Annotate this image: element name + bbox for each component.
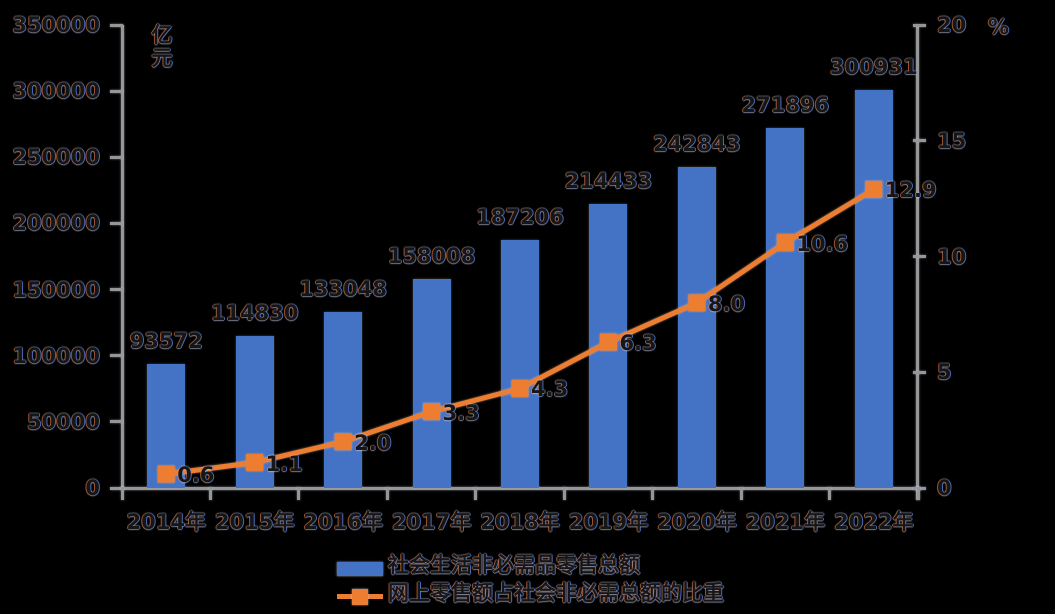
right-axis-tick-label: 5 (937, 360, 952, 385)
bar-value-label: 133048 (299, 276, 387, 301)
left-axis-tick (110, 486, 123, 490)
line-marker (865, 180, 883, 198)
line-marker (423, 403, 441, 421)
x-axis-tick (651, 487, 655, 500)
line-marker-swatch-icon (352, 589, 368, 605)
bar (766, 128, 805, 488)
line-marker (599, 333, 617, 351)
bar (412, 278, 451, 488)
right-axis-tick (913, 486, 926, 490)
line-value-label: 3.3 (442, 400, 480, 425)
line-value-label: 8.0 (707, 291, 746, 316)
x-axis-tick (562, 487, 566, 500)
line-marker (511, 379, 529, 397)
line-value-label: 10.6 (796, 231, 849, 256)
right-axis-tick (913, 139, 926, 143)
left-axis-tick-label: 0 (85, 476, 100, 500)
bar (854, 89, 893, 488)
x-axis-tick (739, 487, 743, 500)
right-axis-tick-label: 15 (937, 128, 967, 153)
right-axis-title: % (988, 15, 1010, 39)
x-axis-tick (916, 487, 920, 500)
line-marker (776, 234, 794, 252)
bar-value-label: 158008 (387, 243, 476, 268)
line-value-label: 1.1 (265, 451, 303, 476)
x-axis-tick-label: 2015年 (214, 510, 295, 534)
right-axis-tick (913, 23, 926, 27)
right-axis-tick-label: 20 (937, 13, 967, 37)
line-value-label: 0.6 (177, 463, 215, 488)
line-value-label: 4.3 (531, 377, 569, 402)
x-axis-tick-label: 2014年 (126, 510, 206, 534)
left-axis-tick-label: 100000 (12, 343, 100, 368)
line-marker (246, 454, 264, 472)
left-axis-tick-label: 300000 (12, 79, 100, 104)
left-axis-title: 亿元 (151, 23, 173, 70)
bar (501, 240, 539, 488)
x-axis-tick-label: 2020年 (657, 510, 737, 534)
x-axis-tick (120, 487, 124, 500)
bar-value-label: 300931 (829, 54, 918, 79)
bar-value-label: 114830 (210, 301, 299, 326)
bar-value-label: 214433 (564, 169, 653, 194)
legend-label-bar: 社会生活非必需品零售总额 (388, 553, 640, 577)
legend-label-line: 网上零售额占社会非必需总额的比重 (388, 581, 724, 605)
bar-value-label: 271896 (741, 93, 830, 118)
bar (677, 166, 716, 488)
left-axis-tick-label: 250000 (12, 145, 100, 170)
right-axis-tick (913, 255, 926, 258)
left-axis-tick (110, 89, 123, 93)
bar-series-swatch-icon (337, 562, 383, 576)
x-axis-tick (208, 487, 212, 500)
left-axis-tick-label: 150000 (12, 277, 100, 302)
bar-value-label: 187206 (476, 205, 564, 230)
left-axis-tick (110, 221, 123, 225)
left-axis-tick (110, 23, 123, 27)
left-axis-tick-label: 50000 (26, 409, 100, 434)
x-axis-line (121, 487, 921, 490)
line-marker (688, 294, 706, 312)
left-axis-tick-label: 200000 (12, 211, 100, 236)
left-axis-tick (110, 354, 123, 358)
left-axis-tick (110, 155, 123, 159)
x-axis-tick-label: 2019年 (568, 510, 649, 534)
x-axis-tick (828, 487, 832, 500)
y-axis-right-line (916, 25, 919, 500)
line-value-label: 2.0 (354, 430, 392, 455)
line-marker (157, 465, 175, 483)
left-axis-tick-label: 350000 (12, 13, 100, 37)
x-axis-tick-label: 2016年 (303, 510, 383, 534)
line-value-label: 12.9 (884, 178, 937, 203)
x-axis-tick-label: 2018年 (480, 510, 560, 534)
x-axis-tick (385, 487, 389, 500)
right-axis-tick-label: 0 (937, 476, 952, 500)
x-axis-tick (474, 487, 478, 500)
x-axis-tick (297, 487, 301, 500)
x-axis-tick-label: 2017年 (391, 510, 472, 534)
line-marker (334, 433, 352, 451)
line-value-label: 6.3 (619, 331, 657, 356)
right-axis-tick (913, 370, 926, 374)
x-axis-tick-label: 2021年 (745, 510, 826, 534)
bar (324, 311, 363, 488)
y-axis-left-line (121, 25, 124, 489)
right-axis-tick-label: 10 (937, 244, 967, 269)
bar-value-label: 242843 (653, 131, 741, 156)
x-axis-tick-label: 2022年 (834, 510, 914, 534)
line-path (165, 187, 876, 477)
left-axis-tick (110, 288, 123, 292)
left-axis-tick (110, 420, 123, 424)
bar-value-label: 93572 (129, 329, 203, 354)
